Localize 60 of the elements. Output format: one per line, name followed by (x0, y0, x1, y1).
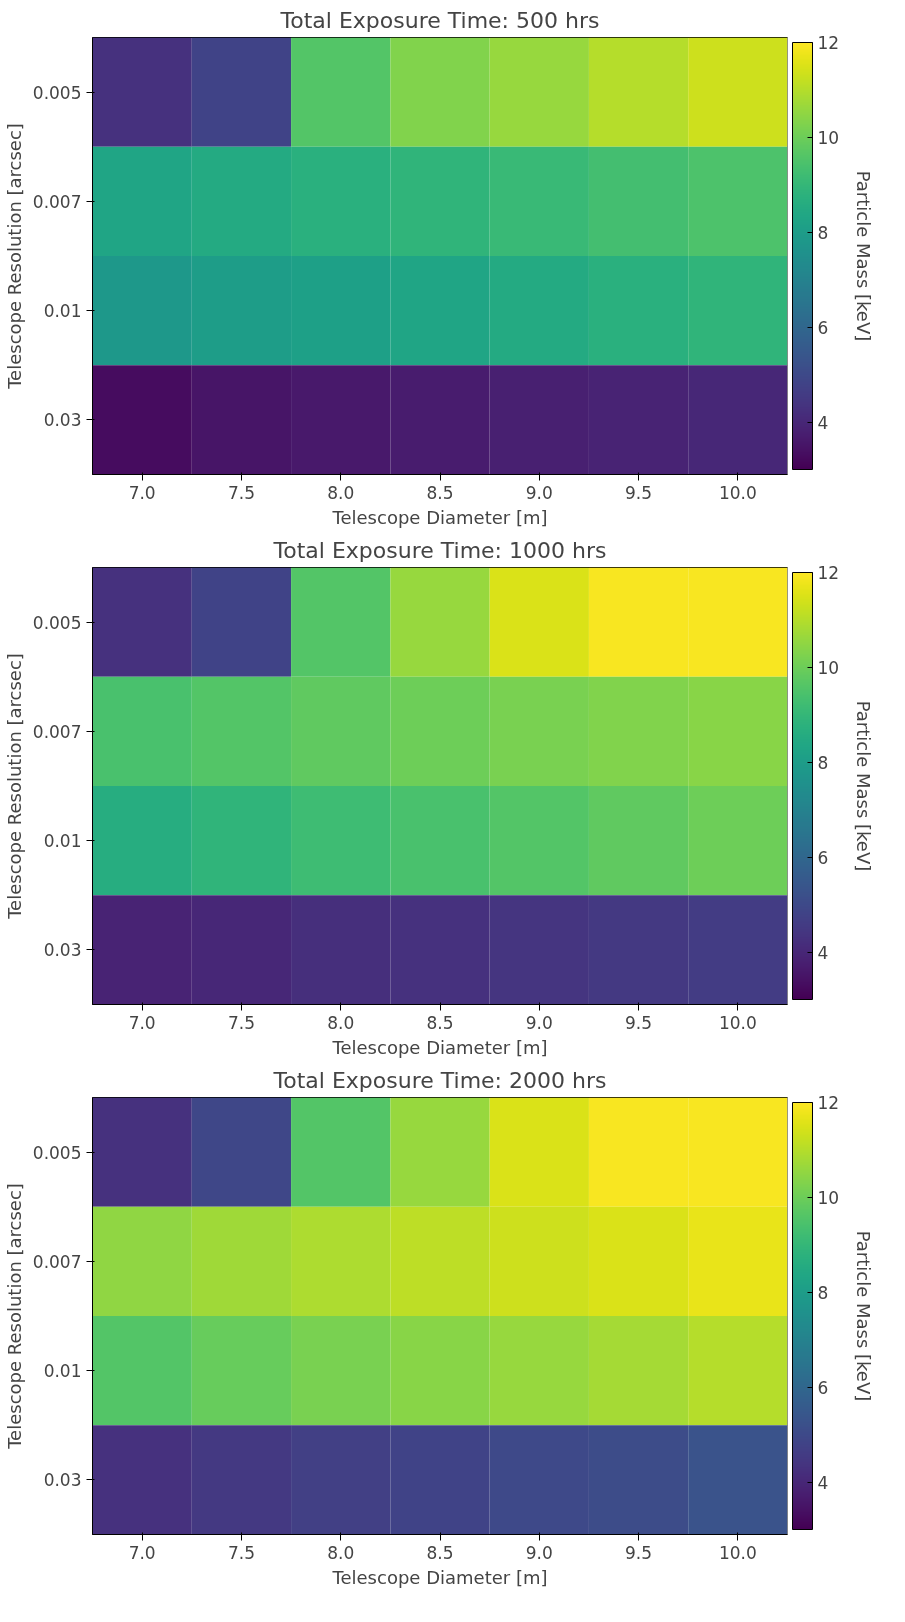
y-tick-label: 0.005 (32, 82, 82, 103)
x-tick-label: 7.5 (227, 482, 255, 503)
x-tick-label: 9.0 (525, 1542, 553, 1563)
y-tick-label: 0.007 (32, 721, 82, 742)
color-bar-label: 4 (817, 412, 829, 433)
color-bar-label: 12 (817, 1093, 840, 1113)
color-bar-label: 8 (817, 1282, 829, 1303)
x-tick-label: 8.0 (327, 1542, 355, 1563)
y-tick-label: 0.007 (32, 191, 82, 212)
x-tick-label: 7.0 (128, 1012, 156, 1033)
y-axis-title: Telescope Resolution [arcsec] (3, 123, 25, 390)
y-axis-title: Telescope Resolution [arcsec] (3, 653, 25, 920)
chart-title: Total Exposure Time: 500 hrs (279, 7, 600, 33)
color-bar-label: 12 (817, 563, 840, 583)
x-tick-label: 7.5 (227, 1012, 255, 1033)
x-tick-label: 9.5 (625, 1012, 653, 1033)
chart-title: Total Exposure Time: 2000 hrs (272, 1067, 607, 1093)
x-tick-label: 7.0 (128, 482, 156, 503)
x-tick-label: 7.0 (128, 1542, 156, 1563)
y-tick-label: 0.005 (32, 612, 82, 633)
color-bar-label: 8 (817, 222, 829, 243)
color-bar-label: 4 (817, 1472, 829, 1493)
color-bar-label: 8 (817, 752, 829, 773)
y-tick-label: 0.005 (32, 1142, 82, 1163)
color-bar-label: 6 (817, 317, 829, 338)
color-bar-label: 4 (817, 942, 829, 963)
color-bar-title: Particle Mass [keV] (852, 170, 874, 342)
x-tick-label: 8.5 (426, 482, 454, 503)
x-tick-label: 9.0 (525, 482, 553, 503)
y-axis-title: Telescope Resolution [arcsec] (3, 1183, 25, 1450)
color-bar-label: 10 (817, 127, 840, 148)
color-bar-label: 10 (817, 657, 840, 678)
x-tick-label: 9.5 (625, 1542, 653, 1563)
chart-title: Total Exposure Time: 1000 hrs (272, 537, 607, 563)
x-axis-title: Telescope Diameter [m] (331, 1036, 548, 1058)
y-tick-label: 0.007 (32, 1251, 82, 1272)
x-tick-label: 10.0 (718, 1012, 757, 1033)
color-bar-label: 12 (817, 33, 840, 53)
y-tick-label: 0.03 (43, 940, 82, 961)
y-tick-label: 0.01 (43, 831, 82, 852)
y-tick-label: 0.03 (43, 410, 82, 431)
x-tick-label: 8.5 (426, 1542, 454, 1563)
color-bar-label: 10 (817, 1187, 840, 1208)
x-tick-label: 8.0 (327, 1012, 355, 1033)
color-bar-title: Particle Mass [keV] (852, 1230, 874, 1402)
x-axis-title: Telescope Diameter [m] (331, 506, 548, 528)
x-tick-label: 10.0 (718, 482, 757, 503)
x-tick-label: 8.5 (426, 1012, 454, 1033)
x-tick-label: 9.5 (625, 482, 653, 503)
y-tick-label: 0.01 (43, 301, 82, 322)
color-bar-title: Particle Mass [keV] (852, 700, 874, 872)
x-tick-label: 8.0 (327, 482, 355, 503)
x-tick-label: 10.0 (718, 1542, 757, 1563)
y-tick-label: 0.01 (43, 1361, 82, 1382)
x-axis-title: Telescope Diameter [m] (331, 1566, 548, 1588)
color-bar-label: 6 (817, 1377, 829, 1398)
color-bar-label: 6 (817, 847, 829, 868)
x-tick-label: 9.0 (525, 1012, 553, 1033)
x-tick-label: 7.5 (227, 1542, 255, 1563)
y-tick-label: 0.03 (43, 1470, 82, 1491)
